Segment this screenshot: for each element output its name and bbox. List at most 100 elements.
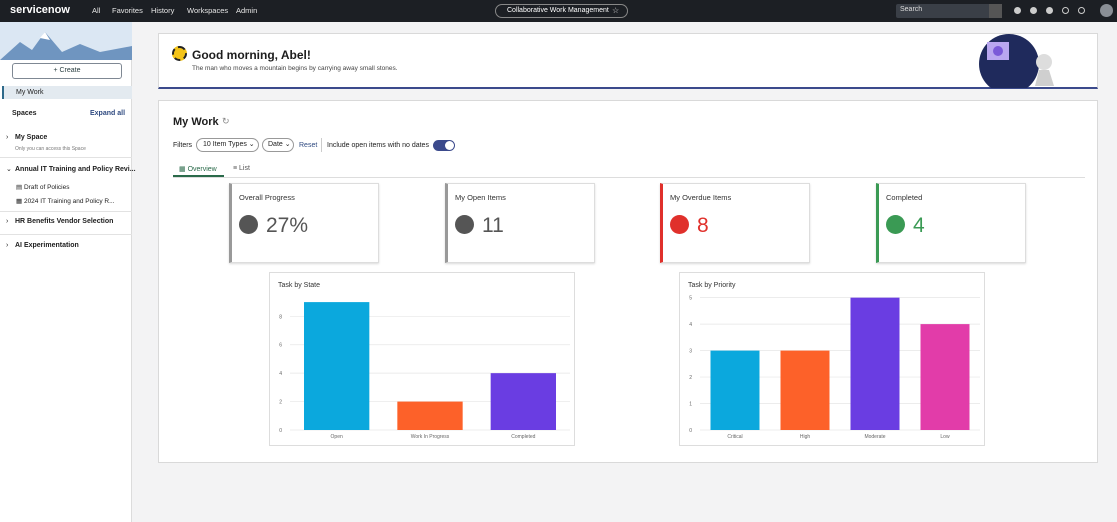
separator — [321, 138, 322, 152]
kpi-label: Completed — [886, 193, 923, 202]
x-tick-label: Completed — [511, 434, 535, 440]
bar — [397, 401, 463, 430]
space-name[interactable]: My Space — [15, 134, 48, 141]
kpi-value: 27% — [266, 214, 309, 237]
nav-item[interactable]: All — [92, 6, 101, 15]
space-name[interactable]: AI Experimentation — [15, 242, 79, 249]
star-icon[interactable]: ☆ — [612, 6, 620, 15]
my-work-item[interactable]: My Work — [2, 86, 132, 99]
x-tick-label: Moderate — [864, 434, 885, 440]
y-tick-label: 5 — [689, 296, 692, 302]
x-tick-label: Low — [940, 434, 950, 440]
filter-pill[interactable]: Date ⌄ — [262, 138, 294, 152]
bar — [710, 350, 760, 430]
chevron[interactable]: ⌄ — [6, 166, 12, 173]
chevron[interactable]: › — [6, 134, 9, 141]
y-tick-label: 4 — [689, 322, 692, 328]
chart-title: Task by State — [278, 282, 320, 289]
expand-all[interactable]: Expand all — [90, 110, 126, 117]
kpi-icon — [239, 215, 258, 234]
create-button[interactable]: + Create — [12, 63, 122, 79]
filter-text: Date — [268, 141, 283, 148]
y-tick-label: 8 — [279, 314, 282, 320]
search-dropdown[interactable] — [989, 4, 1002, 18]
search-box[interactable]: Search — [896, 4, 1002, 18]
space-name[interactable]: Annual IT Training and Policy Revi... — [15, 166, 136, 173]
panel-title: My Work — [173, 116, 219, 128]
brand[interactable]: servicenow — [10, 4, 70, 16]
nav-icons — [1014, 7, 1094, 15]
kpi-label: My Open Items — [455, 193, 506, 202]
divider — [0, 211, 132, 212]
space-child[interactable]: ▦ 2024 IT Training and Policy R... — [16, 198, 115, 205]
sidebar-illustration — [0, 22, 132, 60]
bar — [490, 373, 556, 430]
kpi-label: My Overdue Items — [670, 193, 732, 202]
x-tick-label: High — [800, 434, 811, 440]
tab-label: List — [239, 165, 250, 172]
space-child[interactable]: ▤ Draft of Policies — [16, 184, 70, 191]
top-nav: servicenow All Favorites History Workspa… — [0, 0, 1117, 22]
space-name[interactable]: HR Benefits Vendor Selection — [15, 218, 114, 225]
tab[interactable]: ≡ List — [233, 165, 250, 172]
y-tick-label: 3 — [689, 349, 692, 355]
workspace-title: Collaborative Work Management — [507, 7, 609, 14]
kpi-icon — [670, 215, 689, 234]
avatar[interactable] — [1100, 4, 1113, 17]
chevron[interactable]: › — [6, 242, 9, 249]
y-tick-label: 0 — [279, 428, 282, 434]
space-note: Only you can access this Space — [15, 146, 86, 152]
y-tick-label: 4 — [279, 371, 282, 377]
tab-active[interactable]: ▦ Overview — [179, 166, 217, 173]
sun-icon — [172, 46, 187, 61]
toggle[interactable] — [433, 140, 455, 151]
filter-text: 10 Item Types — [203, 141, 247, 148]
kpi-card[interactable]: My Open Items 11 — [445, 183, 595, 263]
kpi-card[interactable]: Overall Progress 27% — [229, 183, 379, 263]
y-tick-label: 6 — [279, 343, 282, 349]
tab-divider — [173, 177, 1085, 178]
toggle-label: Include open items with no dates — [327, 142, 429, 149]
nav-item[interactable]: Favorites — [112, 6, 143, 15]
kpi-value: 4 — [913, 214, 925, 237]
divider — [0, 234, 132, 235]
sidebar: + Create My Work Spaces Expand all › My … — [0, 22, 136, 522]
filter-pill[interactable]: 10 Item Types ⌄ — [196, 138, 259, 152]
bar — [920, 324, 970, 430]
chart: Task by Priority 0 1 2 3 4 5 Critical High Modera… — [679, 272, 985, 446]
kpi-label: Overall Progress — [239, 193, 295, 202]
kpi-card[interactable]: My Overdue Items 8 — [660, 183, 810, 263]
kpi-value: 11 — [482, 214, 504, 237]
bar — [780, 350, 830, 430]
space-child-label: Draft of Policies — [23, 184, 70, 191]
refresh-icon[interactable]: ↻ — [222, 116, 230, 126]
nav-item[interactable]: Workspaces — [187, 6, 229, 15]
quote: The man who moves a mountain begins by c… — [192, 65, 398, 72]
tab-indicator — [173, 175, 224, 177]
chart-title: Task by Priority — [688, 282, 736, 289]
tab-label: Overview — [187, 166, 217, 173]
search-placeholder: Search — [900, 6, 923, 13]
kpi-icon — [455, 215, 474, 234]
banner-illustration — [979, 34, 1054, 88]
y-tick-label: 0 — [689, 428, 692, 434]
workspace-pill[interactable]: Collaborative Work Management ☆ — [495, 4, 628, 18]
my-work-label: My Work — [16, 89, 44, 96]
nav-item[interactable]: Admin — [236, 6, 258, 15]
kpi-value: 8 — [697, 214, 709, 237]
space-child-label: 2024 IT Training and Policy R... — [23, 198, 115, 205]
y-tick-label: 1 — [689, 402, 692, 408]
kpi-icon — [886, 215, 905, 234]
chart: Task by State 0 2 4 6 8 Open Work In Progress Co… — [269, 272, 575, 446]
nav-item[interactable]: History — [151, 6, 175, 15]
chevron[interactable]: › — [6, 218, 9, 225]
spaces-label: Spaces — [12, 110, 37, 117]
divider — [0, 157, 132, 158]
y-tick-label: 2 — [689, 375, 692, 381]
x-tick-label: Work In Progress — [411, 434, 450, 440]
reset-link[interactable]: Reset — [299, 142, 318, 149]
kpi-card[interactable]: Completed 4 — [876, 183, 1026, 263]
banner: Good morning, Abel! The man who moves a … — [158, 33, 1098, 89]
x-tick-label: Open — [331, 434, 343, 440]
greeting: Good morning, Abel! — [192, 48, 311, 62]
